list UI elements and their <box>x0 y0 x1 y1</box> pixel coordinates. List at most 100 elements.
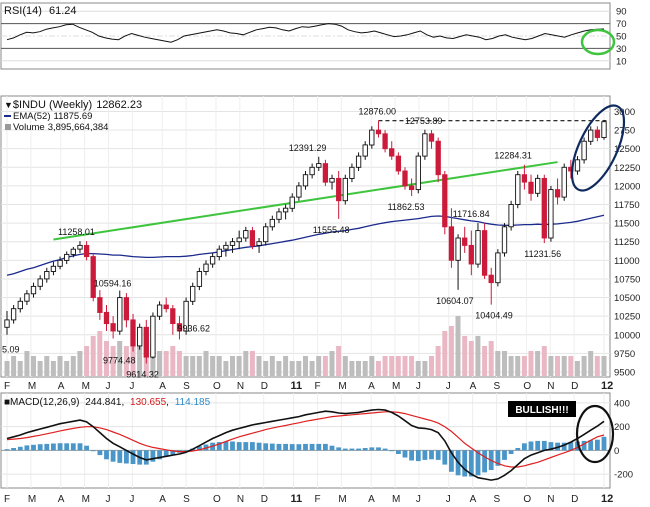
candle-body <box>196 271 203 287</box>
x-tick-label: A <box>159 381 166 392</box>
rsi-line <box>6 23 605 43</box>
candle-body <box>97 297 103 313</box>
volume-bar <box>322 356 328 376</box>
macd-hist-bar <box>283 443 288 451</box>
macd-hist-bar <box>548 442 554 451</box>
volume-bar <box>316 356 322 376</box>
macd-hist-bar <box>124 450 129 464</box>
volume-bar <box>375 361 381 376</box>
macd-hist-bar <box>309 443 315 451</box>
volume-bar <box>442 331 448 376</box>
x-tick-label: S <box>494 381 501 392</box>
macd-hist-bar <box>4 449 10 451</box>
candle-body <box>289 196 295 209</box>
volume-bar <box>548 356 554 376</box>
price-highlight-ellipse <box>570 104 626 192</box>
macd-hist-bar <box>409 450 414 461</box>
volume-bar <box>210 356 216 376</box>
macd-hist-bar <box>44 443 50 451</box>
volume-bar <box>415 361 421 376</box>
volume-bar <box>104 341 109 376</box>
x-tick-label: J <box>105 494 110 505</box>
macd-hist-bar <box>316 443 322 451</box>
x-tick-label: N <box>237 494 244 505</box>
candle-body <box>269 218 275 228</box>
price-annotation: 11555.48 <box>313 225 350 235</box>
volume-bar <box>455 316 461 376</box>
volume-bar <box>588 351 594 376</box>
candle-body <box>170 308 176 325</box>
x-tick-label: 11 <box>291 493 303 505</box>
volume-bar <box>521 356 527 376</box>
macd-hist-bar <box>37 444 43 451</box>
price-annotation: 12284.31 <box>494 151 532 161</box>
macd-hist-bar <box>64 443 70 451</box>
x-tick-label: J <box>105 381 110 392</box>
candle-body <box>229 241 236 246</box>
volume-bar <box>223 361 229 376</box>
price-annotation: 10594.16 <box>94 279 132 289</box>
volume-bar <box>243 351 249 376</box>
macd-hist-bar <box>289 444 295 451</box>
rsi-tick-label: 70 <box>616 19 627 30</box>
candle-body <box>70 248 76 255</box>
candle-body <box>475 230 481 265</box>
volume-legend: Volume 3,895,664,384 <box>13 122 108 133</box>
macd-hist-bar <box>389 450 395 452</box>
macd-hist-bar <box>495 450 501 466</box>
price-tick-label: 10750 <box>614 274 640 285</box>
x-tick-label: J <box>416 494 421 505</box>
x-tick-label: M <box>392 381 400 392</box>
volume-bar <box>64 361 70 376</box>
price-tick-label: 10000 <box>614 330 640 341</box>
x-tick-label: S <box>183 494 190 505</box>
rsi-title: RSI(14) 61.24 <box>4 5 77 17</box>
volume-bar <box>97 331 103 376</box>
candle-body <box>302 174 309 187</box>
volume-bar <box>349 361 355 376</box>
candle-body <box>57 259 63 267</box>
macd-tick-label: 400 <box>614 398 630 409</box>
macd-hist-bar <box>561 442 567 451</box>
volume-bar <box>409 356 415 376</box>
x-tick-label: J <box>129 381 134 392</box>
candle-body <box>402 170 408 187</box>
x-tick-label: O <box>213 494 221 505</box>
macd-hist-bar <box>150 450 156 462</box>
candle-body <box>462 237 468 246</box>
x-tick-label: N <box>237 381 244 392</box>
candle-body <box>541 177 547 239</box>
x-tick-label: D <box>261 381 268 392</box>
volume-bar <box>117 341 123 376</box>
price-annotation: 9936.62 <box>178 324 211 334</box>
price-title: ▼$INDU (Weekly) 12862.23 <box>4 99 142 111</box>
volume-bar <box>482 346 488 376</box>
candle-body <box>574 159 581 172</box>
macd-hist-bar <box>84 445 89 451</box>
candle-body <box>249 230 256 246</box>
candle-body <box>528 181 534 194</box>
macd-hist-bar <box>223 441 229 451</box>
x-tick-label: J <box>446 494 451 505</box>
price-annotation: 11862.53 <box>388 202 425 212</box>
macd-hist-bar <box>462 450 468 477</box>
macd-hist-bar <box>482 450 487 473</box>
price-annotation: 9774.48 <box>103 356 136 366</box>
rsi-highlight-ellipse <box>580 28 616 56</box>
macd-hist-bar <box>170 450 176 455</box>
volume-bar <box>130 336 136 376</box>
macd-hist-bar <box>276 443 282 451</box>
price-annotation: 11258.01 <box>58 227 95 237</box>
x-tick-label: F <box>314 494 320 505</box>
candle-body <box>442 174 448 228</box>
volume-bar <box>289 361 295 376</box>
candle-body <box>481 230 488 276</box>
macd-hist-bar <box>230 441 235 451</box>
candle-body <box>203 263 209 272</box>
rsi-tick-label: 10 <box>616 56 627 67</box>
volume-bar <box>574 361 580 376</box>
x-tick-label: M <box>82 494 90 505</box>
macd-hist-bar <box>256 442 262 451</box>
volume-bar <box>462 336 468 376</box>
x-tick-label: M <box>338 494 346 505</box>
